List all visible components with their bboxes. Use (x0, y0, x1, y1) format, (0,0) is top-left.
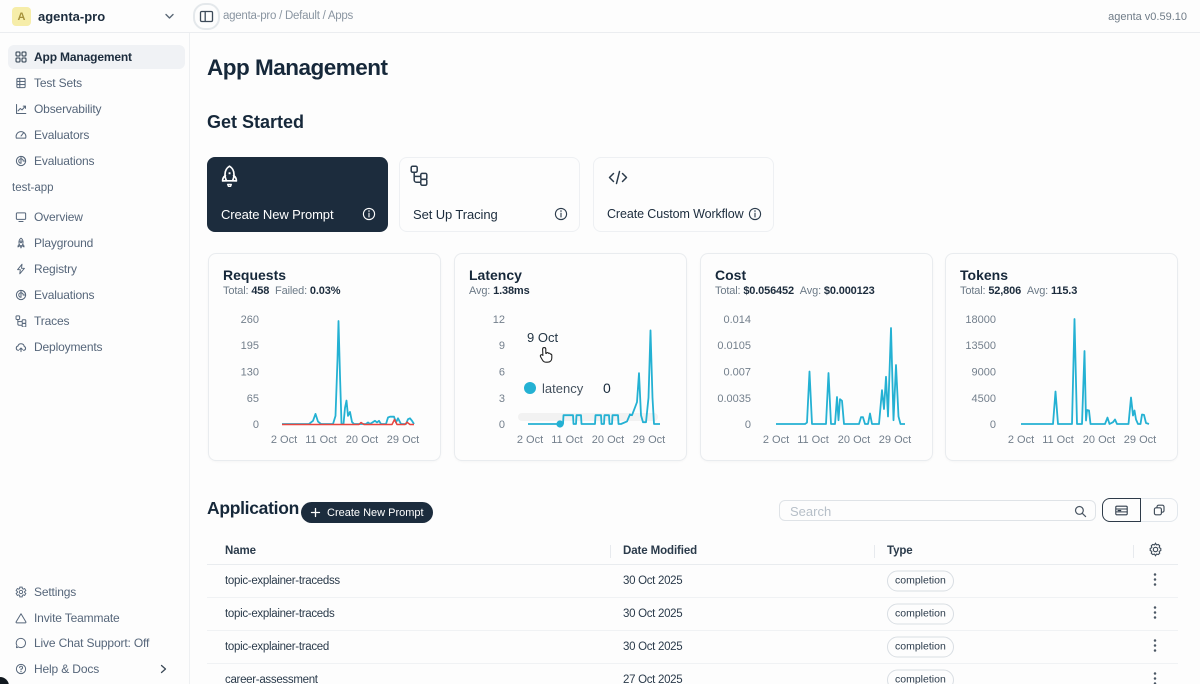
svg-text:0.007: 0.007 (723, 367, 751, 379)
svg-text:20 Oct: 20 Oct (592, 434, 624, 446)
svg-text:4500: 4500 (972, 393, 996, 405)
svg-text:29 Oct: 29 Oct (387, 434, 419, 446)
svg-text:29 Oct: 29 Oct (633, 434, 665, 446)
svg-text:0: 0 (253, 419, 259, 431)
svg-text:11 Oct: 11 Oct (305, 434, 337, 446)
svg-text:20 Oct: 20 Oct (1083, 434, 1115, 446)
svg-text:12: 12 (493, 314, 505, 326)
svg-text:0.014: 0.014 (723, 314, 751, 326)
svg-text:11 Oct: 11 Oct (1042, 434, 1074, 446)
svg-text:2 Oct: 2 Oct (271, 434, 297, 446)
svg-text:195: 195 (241, 340, 259, 352)
svg-text:2 Oct: 2 Oct (517, 434, 543, 446)
svg-text:29 Oct: 29 Oct (1124, 434, 1156, 446)
svg-text:11 Oct: 11 Oct (797, 434, 829, 446)
svg-text:6: 6 (499, 367, 505, 379)
svg-text:11 Oct: 11 Oct (551, 434, 583, 446)
svg-text:260: 260 (241, 314, 259, 326)
svg-text:0.0035: 0.0035 (717, 393, 751, 405)
svg-text:18000: 18000 (965, 314, 996, 326)
svg-text:9: 9 (499, 340, 505, 352)
svg-text:0: 0 (990, 419, 996, 431)
svg-text:2 Oct: 2 Oct (763, 434, 789, 446)
svg-text:0: 0 (499, 419, 505, 431)
svg-text:65: 65 (247, 393, 259, 405)
svg-text:0: 0 (745, 419, 751, 431)
svg-text:20 Oct: 20 Oct (346, 434, 378, 446)
svg-text:13500: 13500 (965, 340, 996, 352)
svg-text:3: 3 (499, 393, 505, 405)
svg-text:29 Oct: 29 Oct (879, 434, 911, 446)
svg-text:9000: 9000 (972, 367, 996, 379)
svg-text:0.0105: 0.0105 (717, 340, 751, 352)
svg-text:2 Oct: 2 Oct (1008, 434, 1034, 446)
svg-text:130: 130 (241, 367, 259, 379)
svg-text:20 Oct: 20 Oct (838, 434, 870, 446)
